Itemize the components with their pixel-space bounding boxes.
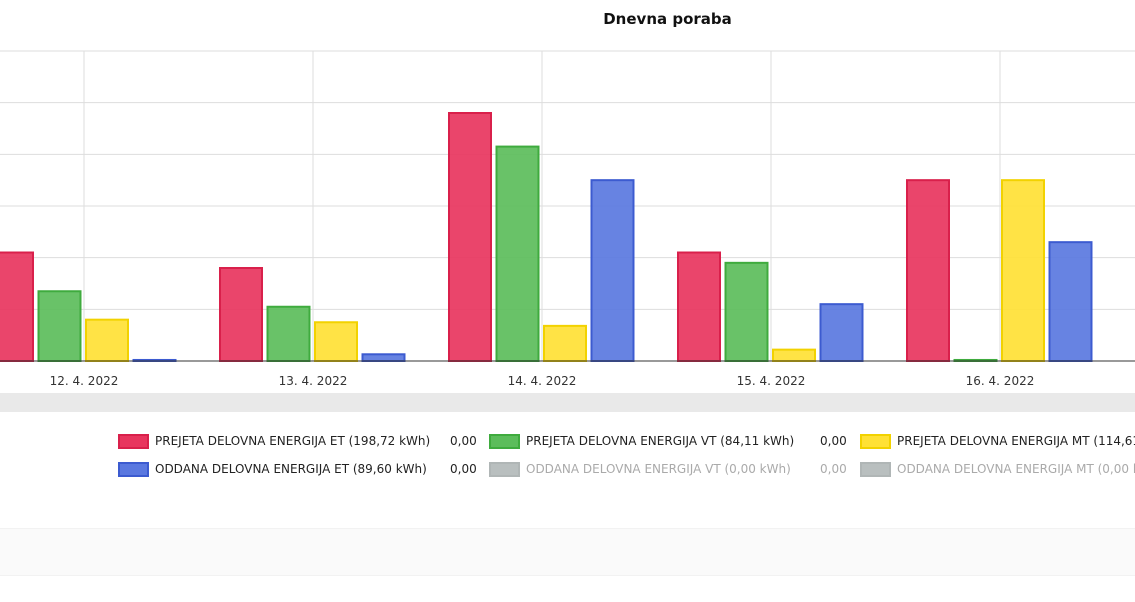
x-tick-label: 13. 4. 2022: [279, 374, 348, 388]
legend-value: 0,00: [450, 434, 477, 448]
legend-swatch: [118, 461, 149, 477]
bar: [590, 179, 635, 362]
legend-item[interactable]: ODDANA DELOVNA ENERGIJA ET (89,60 kWh): [118, 458, 427, 480]
legend-item[interactable]: PREJETA DELOVNA ENERGIJA MT (114,61 kWh): [860, 430, 1135, 452]
legend-swatch: [860, 433, 891, 449]
chart-scrollbar[interactable]: [0, 393, 1135, 412]
chart-title: Dnevna poraba: [603, 10, 732, 28]
bar: [448, 112, 492, 362]
x-tick-label: 16. 4. 2022: [966, 374, 1035, 388]
legend-item[interactable]: PREJETA DELOVNA ENERGIJA ET (198,72 kWh): [118, 430, 430, 452]
bar: [314, 321, 358, 362]
bar: [85, 318, 129, 362]
legend-value: 0,00: [450, 462, 477, 476]
bar: [724, 261, 769, 363]
bar: [819, 303, 864, 362]
bar-chart: 12. 4. 2022 13. 4. 2022 14. 4. 2022 15. 4. …: [0, 50, 1135, 388]
legend-label: PREJETA DELOVNA ENERGIJA VT (84,11 kWh): [526, 434, 795, 448]
x-tick-label: 12. 4. 2022: [50, 374, 119, 388]
bar: [543, 324, 587, 363]
bar: [37, 290, 82, 362]
bar: [677, 251, 721, 362]
legend-value: 0,00: [820, 462, 847, 476]
bar: [0, 251, 34, 362]
bar: [361, 353, 406, 362]
bar: [1001, 179, 1045, 362]
legend-item[interactable]: ODDANA DELOVNA ENERGIJA VT (0,00 kWh): [489, 458, 791, 480]
bar: [266, 305, 311, 362]
legend-item[interactable]: PREJETA DELOVNA ENERGIJA VT (84,11 kWh): [489, 430, 794, 452]
legend-label: ODDANA DELOVNA ENERGIJA MT (0,00 kWh): [897, 462, 1135, 476]
legend-swatch: [489, 433, 520, 449]
footer-panel: [0, 528, 1135, 576]
legend-label: PREJETA DELOVNA ENERGIJA ET (198,72 kWh): [155, 434, 431, 448]
legend-item[interactable]: ODDANA DELOVNA ENERGIJA MT (0,00 kWh): [860, 458, 1135, 480]
bar: [219, 267, 263, 362]
legend-label: ODDANA DELOVNA ENERGIJA VT (0,00 kWh): [526, 462, 791, 476]
bar: [495, 145, 540, 362]
legend-swatch: [860, 461, 891, 477]
legend-label: ODDANA DELOVNA ENERGIJA ET (89,60 kWh): [155, 462, 427, 476]
legend-swatch: [489, 461, 520, 477]
legend-label: PREJETA DELOVNA ENERGIJA MT (114,61 kWh): [897, 434, 1135, 448]
bar: [772, 348, 816, 362]
legend-swatch: [118, 433, 149, 449]
x-tick-label: 14. 4. 2022: [508, 374, 577, 388]
x-tick-label: 15. 4. 2022: [737, 374, 806, 388]
bar: [906, 179, 950, 362]
legend-value: 0,00: [820, 434, 847, 448]
bar: [1048, 241, 1093, 363]
